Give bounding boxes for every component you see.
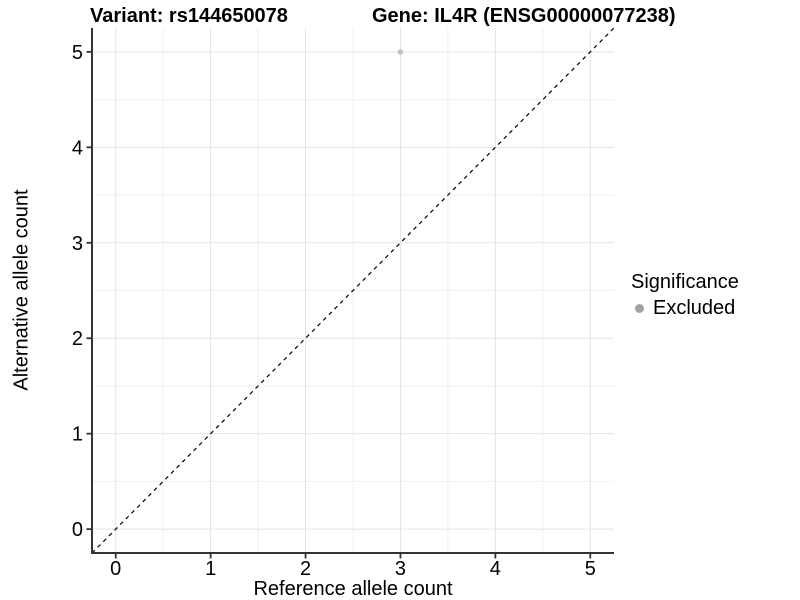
- y-tick-label: 1: [72, 424, 83, 446]
- x-tick-label: 0: [110, 558, 121, 580]
- data-point: [397, 49, 404, 55]
- y-tick-label: 2: [72, 328, 83, 350]
- y-tick-label: 0: [72, 519, 83, 541]
- legend-items: Excluded: [631, 297, 739, 320]
- legend-key-dot-icon: [635, 304, 644, 313]
- plot-title-gene: Gene: IL4R (ENSG00000077238): [372, 5, 676, 27]
- x-tick-label: 1: [205, 558, 216, 580]
- legend-item: Excluded: [631, 297, 739, 320]
- y-tick-label: 3: [72, 233, 83, 255]
- x-axis-title: Reference allele count: [253, 578, 453, 600]
- x-tick-label: 5: [585, 558, 596, 580]
- x-tick-label: 4: [490, 558, 501, 580]
- plot-title-variant: Variant: rs144650078: [90, 5, 288, 27]
- x-tick-label: 2: [300, 558, 311, 580]
- y-tick-label: 4: [72, 137, 83, 159]
- x-tick-label: 3: [395, 558, 406, 580]
- legend-title: Significance: [631, 271, 739, 293]
- legend-item-label: Excluded: [653, 297, 736, 319]
- y-axis-title: Alternative allele count: [10, 189, 33, 391]
- legend: Significance Excluded: [631, 271, 739, 320]
- identity-dashed-line: [91, 27, 615, 554]
- y-tick-label: 5: [72, 42, 83, 64]
